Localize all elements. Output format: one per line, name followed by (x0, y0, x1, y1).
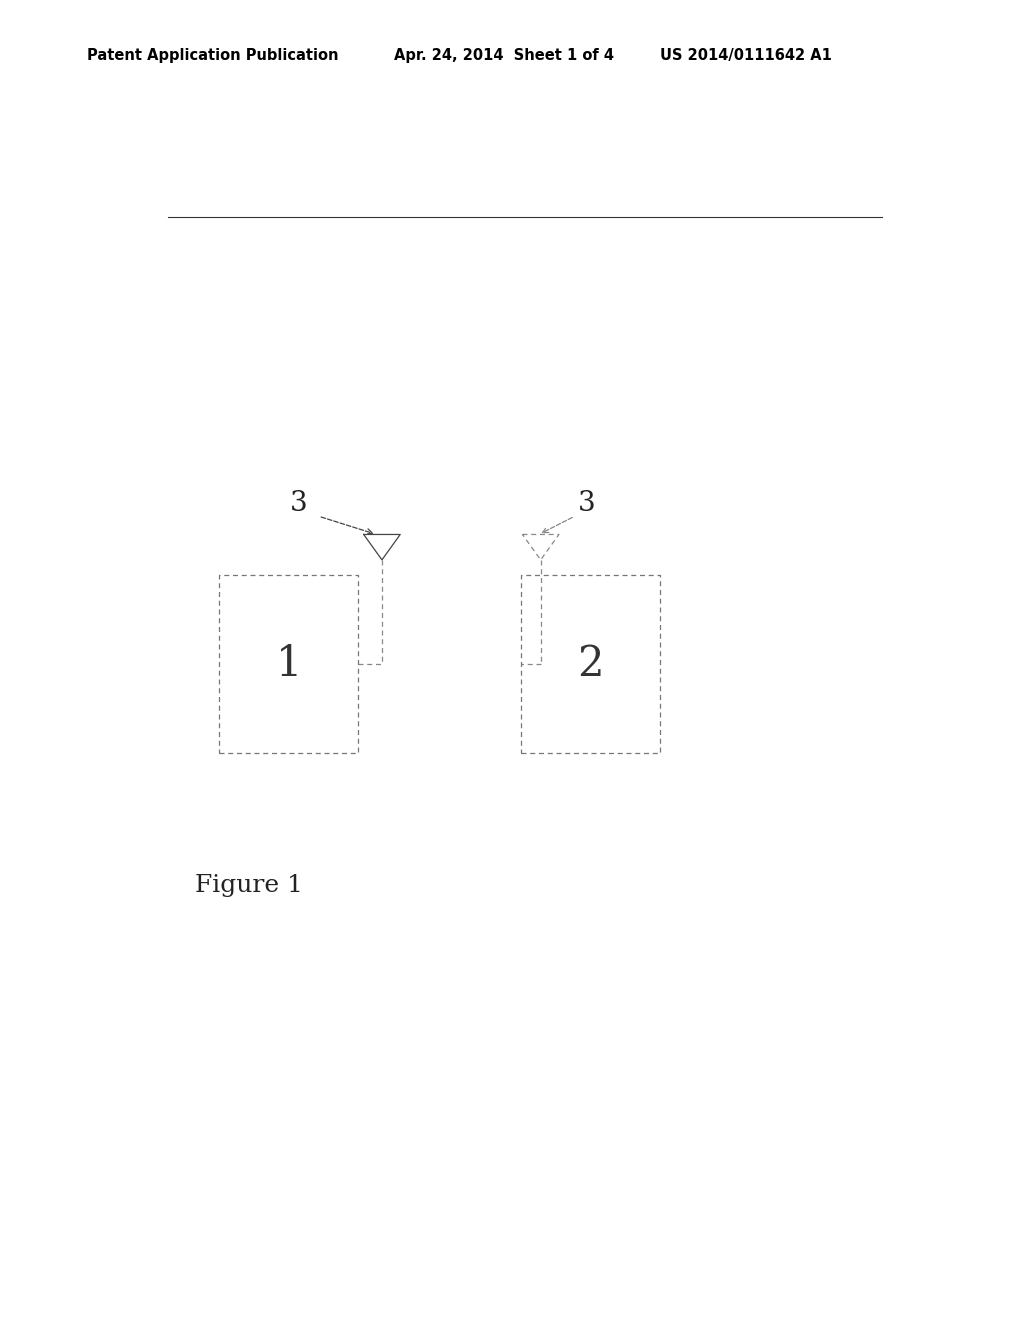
Text: US 2014/0111642 A1: US 2014/0111642 A1 (660, 48, 833, 63)
Text: Apr. 24, 2014  Sheet 1 of 4: Apr. 24, 2014 Sheet 1 of 4 (394, 48, 614, 63)
Text: 1: 1 (275, 643, 302, 685)
Text: Patent Application Publication: Patent Application Publication (87, 48, 339, 63)
Text: 3: 3 (578, 491, 596, 517)
Text: Figure 1: Figure 1 (196, 874, 303, 896)
Text: 2: 2 (577, 643, 603, 685)
Text: 3: 3 (290, 491, 307, 517)
